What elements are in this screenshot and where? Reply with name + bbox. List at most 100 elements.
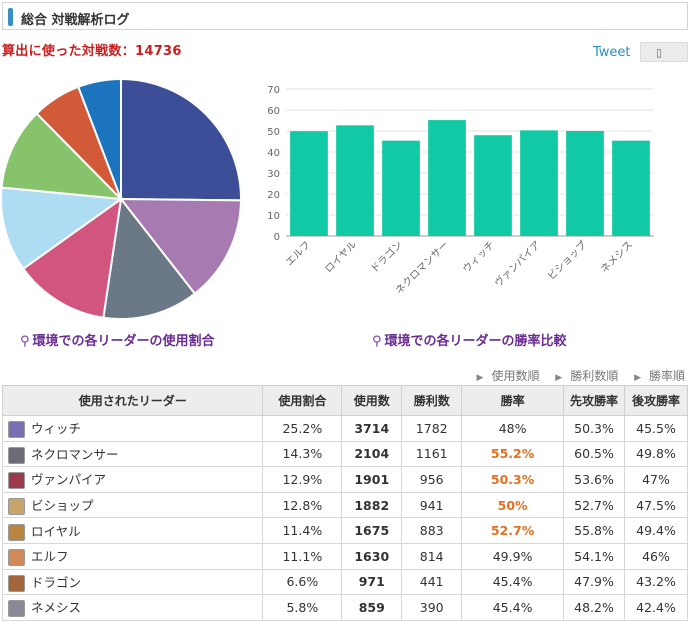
x-tick-label: ヴァンパイア [492,238,544,290]
cell-leader: ウィッチ [1,415,264,442]
cell-leader: ロイヤル [1,517,264,544]
cell-uses: 1882 [341,491,403,519]
x-tick-label: ロイヤル [323,239,359,275]
cell-leader: ヴァンパイア [1,466,264,493]
table-header-row: 使用されたリーダー 使用割合 使用数 勝利数 勝率 先攻勝率 後攻勝率 [1,385,689,416]
cell-share: 11.4% [262,517,343,544]
x-tick-label: ビショップ [545,239,589,283]
cell-rate: 50% [461,491,565,519]
document-icon: ▯ [656,46,663,59]
cell-wins: 941 [401,491,463,519]
battle-count-value: 14736 [135,44,182,59]
x-tick-label: ドラゴン [368,238,405,275]
share-button[interactable]: ▯ [640,42,688,62]
cell-leader: ビショップ [1,491,264,519]
cell-first-rate: 60.5% [563,440,625,468]
leader-portrait-icon [8,446,25,464]
cell-uses: 1630 [341,542,403,570]
cell-second-rate: 43.2% [623,568,689,596]
header-rate: 勝率 [461,385,565,416]
battle-count: 算出に使った対戦数：14736 [2,40,182,59]
x-tick-label: ウィッチ [460,239,497,276]
cell-first-rate: 52.7% [563,491,625,519]
header-uses: 使用数 [341,385,403,416]
sort-by-wins[interactable]: ▶ 勝利数順 [549,369,618,383]
leader-name: ウィッチ [31,421,82,437]
caret-right-icon: ▶ [476,373,484,383]
header-wins: 勝利数 [401,385,463,416]
cell-leader: エルフ [1,542,264,570]
bar-ドラゴン[interactable] [382,140,420,236]
section-header: 総合 対戦解析ログ [2,2,688,30]
cell-wins: 1782 [401,415,463,442]
cell-first-rate: 53.6% [563,466,625,493]
usage-pie-chart [0,78,243,320]
leader-stats-table: 使用されたリーダー 使用割合 使用数 勝利数 勝率 先攻勝率 後攻勝率 ウィッチ… [1,385,689,621]
bar-ヴァンパイア[interactable] [520,130,558,236]
pie-slice-ネメシス[interactable] [76,78,122,200]
cell-share: 25.2% [262,415,343,442]
cell-leader: ネクロマンサー [1,440,264,468]
leader-portrait-icon [8,549,25,567]
cell-wins: 1161 [401,440,463,468]
leader-portrait-icon [8,574,25,592]
pie-slice-ビショップ[interactable] [21,196,123,319]
leader-name: ドラゴン [31,574,82,590]
table-row: ヴァンパイア 12.9% 1901 956 50.3% 53.6% 47% [1,466,689,493]
bar-ロイヤル[interactable] [336,125,374,236]
cell-rate: 48% [461,415,565,442]
bar-ビショップ[interactable] [566,131,604,236]
y-tick-label: 10 [267,211,280,222]
bar-ネクロマンサー[interactable] [428,120,466,236]
bar-エルフ[interactable] [290,131,328,236]
tweet-button[interactable]: Tweet [593,45,631,60]
bar-ウィッチ[interactable] [474,135,512,236]
cell-second-rate: 49.8% [623,440,689,468]
cell-uses: 1675 [341,517,403,544]
table-body: ウィッチ 25.2% 3714 1782 48% 50.3% 45.5% ネクロマンサー 14.… [1,415,689,621]
bar-caption[interactable]: ⚲ 環境での各リーダーの勝率比較 [372,330,567,349]
cell-second-rate: 49.4% [623,517,689,544]
cell-second-rate: 45.5% [623,415,689,442]
cell-uses: 3714 [341,415,403,442]
pie-slice-ヴァンパイア[interactable] [102,196,197,320]
pie-slice-ネクロマンサー[interactable] [118,197,243,296]
cell-second-rate: 47.5% [623,491,689,519]
leader-portrait-icon [8,421,25,439]
pie-slice-エルフ[interactable] [0,112,124,201]
sort-by-rate-label: 勝率順 [648,369,685,383]
leader-name: ネメシス [31,600,82,616]
pie-slice-ロイヤル[interactable] [0,186,124,271]
sort-by-rate[interactable]: ▶ 勝率順 [628,369,685,383]
sort-by-uses[interactable]: ▶ 使用数順 [471,369,540,383]
pie-slice-ウィッチ[interactable] [120,78,242,202]
bar-ネメシス[interactable] [612,140,650,236]
cell-uses: 971 [341,568,403,596]
header-second-rate: 後攻勝率 [623,385,689,416]
cell-uses: 2104 [341,440,403,468]
header-share: 使用割合 [262,385,343,416]
cell-rate: 55.2% [461,440,565,468]
table-row: ドラゴン 6.6% 971 441 45.4% 47.9% 43.2% [1,568,689,596]
table-row: ネクロマンサー 14.3% 2104 1161 55.2% 60.5% 49.8% [1,440,689,468]
pie-caption[interactable]: ⚲ 環境での各リーダーの使用割合 [20,330,215,349]
leader-name: ヴァンパイア [31,472,107,488]
cell-uses: 1901 [341,466,403,493]
table-row: ネメシス 5.8% 859 390 45.4% 48.2% 42.4% [1,594,689,621]
cell-second-rate: 46% [623,542,689,570]
pie-caption-text: 環境での各リーダーの使用割合 [32,334,215,349]
cell-wins: 814 [401,542,463,570]
sort-links: ▶ 使用数順 ▶ 勝利数順 ▶ 勝率順 [465,367,685,384]
y-tick-label: 20 [267,190,280,201]
cell-first-rate: 54.1% [563,542,625,570]
cell-rate: 45.4% [461,594,565,621]
cell-rate: 52.7% [461,517,565,544]
cell-share: 12.8% [262,491,343,519]
x-tick-label: エルフ [284,239,313,268]
cell-rate: 45.4% [461,568,565,596]
header-leader: 使用されたリーダー [1,385,264,416]
leader-portrait-icon [8,600,25,618]
cell-first-rate: 47.9% [563,568,625,596]
